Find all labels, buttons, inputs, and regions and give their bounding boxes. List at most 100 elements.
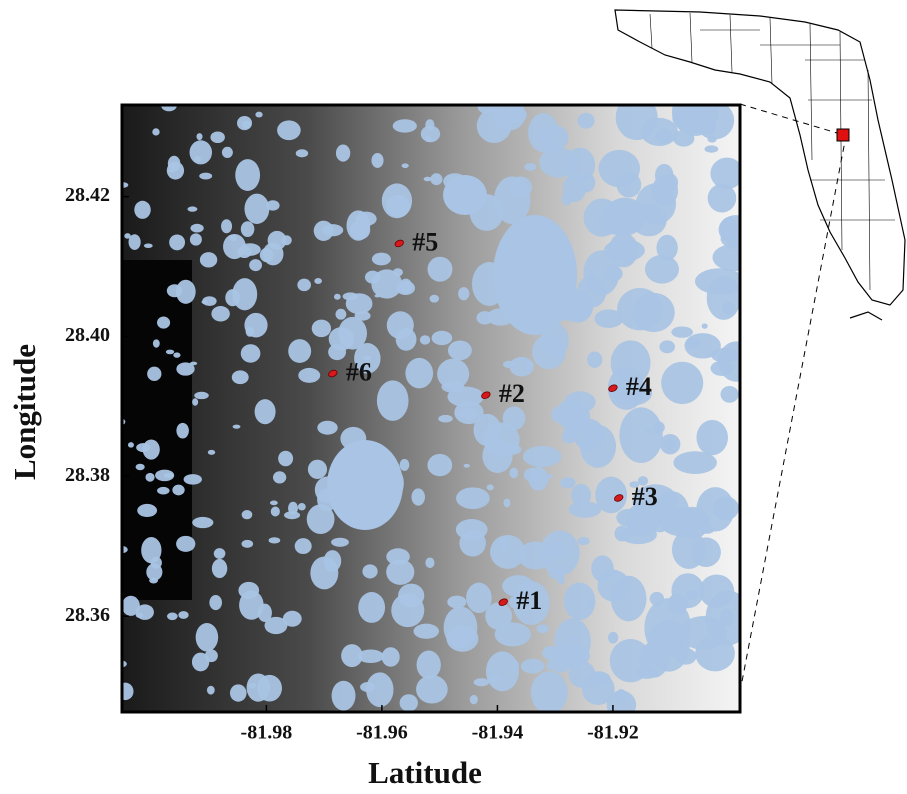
water xyxy=(241,344,261,363)
water xyxy=(249,259,262,271)
water xyxy=(526,235,541,244)
water xyxy=(377,380,409,421)
water xyxy=(374,464,404,502)
water xyxy=(472,262,507,306)
page: {"chart_data": { "type": "map", "xlabel"… xyxy=(0,0,907,794)
water xyxy=(663,439,676,449)
water xyxy=(153,339,160,347)
water xyxy=(178,611,188,619)
water xyxy=(578,537,590,545)
water xyxy=(128,442,134,447)
water xyxy=(432,331,453,345)
water xyxy=(720,609,734,626)
y-tick-label: 28.36 xyxy=(65,604,110,626)
water xyxy=(190,224,203,233)
y-tick-label: 28.40 xyxy=(65,324,110,346)
water xyxy=(611,570,618,574)
water xyxy=(441,381,464,393)
water xyxy=(607,691,637,720)
water xyxy=(503,361,515,368)
x-tick-label: -81.96 xyxy=(356,722,408,744)
water xyxy=(208,450,215,455)
water xyxy=(619,407,662,463)
water xyxy=(166,350,174,355)
water xyxy=(569,661,596,688)
water xyxy=(464,464,470,468)
water xyxy=(190,362,197,366)
water xyxy=(137,504,157,517)
water xyxy=(650,592,664,606)
water xyxy=(136,604,154,620)
water xyxy=(386,559,414,585)
water xyxy=(241,540,253,548)
water xyxy=(314,221,334,241)
water xyxy=(608,632,618,644)
water xyxy=(535,280,565,313)
water xyxy=(713,497,739,521)
water xyxy=(704,121,716,135)
water xyxy=(157,317,170,329)
water xyxy=(456,519,488,540)
water xyxy=(720,217,737,238)
water xyxy=(194,392,209,399)
water xyxy=(288,502,298,515)
water xyxy=(632,293,674,332)
water xyxy=(424,177,432,181)
water xyxy=(601,199,644,236)
water xyxy=(585,599,594,608)
water xyxy=(382,183,412,218)
water xyxy=(537,225,543,228)
water xyxy=(192,517,213,528)
figure: Latitude Longitude -81.98-81.96-81.94-81… xyxy=(0,0,907,794)
site-label: #1 xyxy=(516,586,542,615)
water xyxy=(396,281,415,295)
site-label: #6 xyxy=(346,358,372,387)
water xyxy=(336,144,350,161)
water xyxy=(655,128,672,143)
water xyxy=(652,421,664,433)
water xyxy=(209,595,222,610)
water xyxy=(523,446,561,467)
water xyxy=(659,340,675,353)
water xyxy=(673,451,717,474)
water xyxy=(661,362,703,404)
water xyxy=(230,684,247,701)
water xyxy=(413,624,439,639)
water xyxy=(244,313,267,338)
water xyxy=(169,234,185,250)
water xyxy=(157,487,170,495)
water xyxy=(587,351,602,368)
water xyxy=(374,294,380,297)
water xyxy=(485,602,512,629)
keys xyxy=(850,312,882,320)
water xyxy=(524,468,541,482)
water xyxy=(296,149,308,157)
water xyxy=(711,348,739,363)
water xyxy=(557,575,565,584)
water xyxy=(425,136,432,142)
water xyxy=(255,399,276,424)
water xyxy=(144,243,153,248)
water xyxy=(608,233,638,268)
water xyxy=(149,578,158,584)
water xyxy=(416,675,448,703)
water xyxy=(152,128,159,135)
water xyxy=(448,340,472,360)
water xyxy=(487,484,494,490)
water xyxy=(260,248,274,262)
water xyxy=(616,509,639,527)
water xyxy=(269,537,281,543)
water xyxy=(298,503,306,510)
water xyxy=(225,289,240,306)
water xyxy=(202,300,208,304)
water xyxy=(141,537,161,563)
water xyxy=(391,593,424,627)
site-label: #3 xyxy=(632,482,658,511)
water xyxy=(273,471,286,483)
water xyxy=(210,131,224,143)
water xyxy=(176,536,195,552)
water xyxy=(614,526,629,542)
water xyxy=(129,234,141,250)
water xyxy=(235,159,260,191)
water xyxy=(712,244,756,271)
